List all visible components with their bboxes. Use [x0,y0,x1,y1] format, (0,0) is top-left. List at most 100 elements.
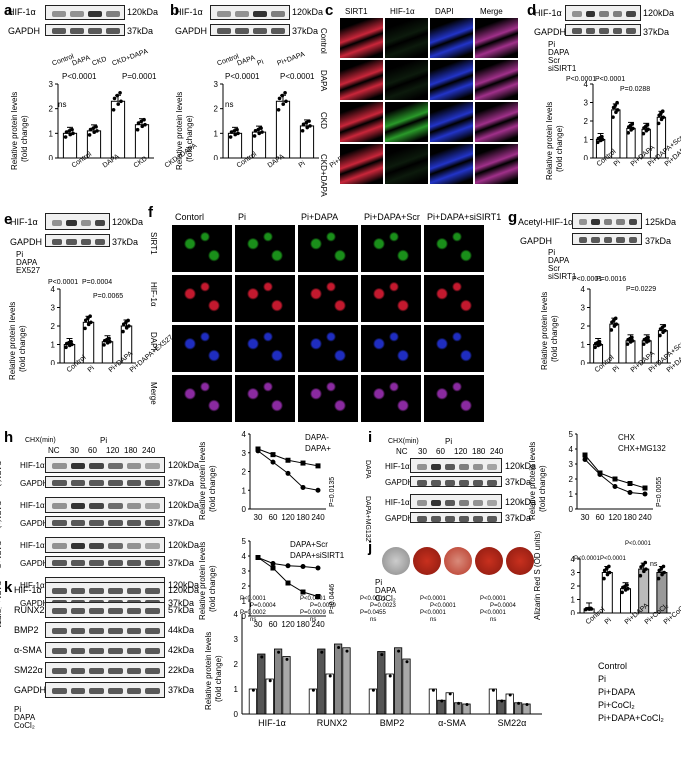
data-point [270,565,276,571]
legend: DAPA+Scr [290,540,328,549]
data-point [623,588,628,592]
bar-HIF-1α-Pi+DAPA [265,678,274,715]
data-point [371,688,375,692]
blot-h-hif-band [126,463,142,469]
data-point [628,340,633,344]
data-point [337,646,341,649]
blot-k-BMP2-band [126,628,142,634]
data-point [64,341,69,346]
blot-e-gapdh-band [66,238,77,245]
chart-a: 0 1 2 3 [49,80,154,160]
row-label: DAPI [149,332,158,351]
if-image [340,18,383,58]
blot-i-hif-band [473,463,483,470]
col-header: SIRT1 [345,7,368,16]
blot-i-gapdh-band [417,479,427,486]
legend: Pi [598,674,607,684]
mw: 37kDa [168,685,195,695]
data-point [236,131,240,136]
data-point [140,124,145,129]
y-tick-label: 0 [242,505,247,514]
if-image [361,375,421,422]
data-point [626,337,630,342]
data-point [136,121,141,125]
blot-i-gapdh-band [473,515,483,522]
row-group-label: DAPA(+) [0,501,2,528]
blot-h-hif-band [70,463,86,469]
data-point [252,134,257,138]
blot-h-hif-band [70,543,86,549]
blot-k-GAPDH [45,682,165,698]
blot-h-gapdh-band [145,480,160,486]
col-header: Pi+DAPA [301,212,339,222]
blot-h-hif-band [89,463,104,469]
data-point [642,337,647,342]
data-point [121,322,126,326]
stat: P=0.0039 [310,603,336,609]
blot-k-RUNX2-band [126,608,142,614]
if-image [385,18,428,58]
y-tick-label: 2 [242,468,247,477]
mw: 37kDa [505,513,532,523]
blot-b-gapdh-band [235,28,249,34]
blot-label: GAPDH [385,514,414,523]
panel-label-c: c [325,2,334,19]
bar-HIF-1α-Pi+CoCl₂ [274,648,283,715]
time-label: 180 [472,447,486,456]
data-point [67,129,72,133]
data-point [71,131,75,136]
data-point [315,487,321,493]
blot-k-RUNX2 [45,602,165,618]
data-point [92,130,97,135]
chart-e: 0 1 2 3 4 [51,285,136,365]
panel-label-b: b [170,2,180,19]
stat: ns [430,617,437,623]
data-point [593,345,597,350]
panel-label-k: k [4,579,13,596]
chart-h1: 0 1 2 3 4 30 60 120 180 240 P=0.0135 [242,430,336,522]
data-point [111,107,116,112]
bar-BMP2-Pi+CoCl₂ [393,647,403,715]
data-point [281,102,286,106]
group-label: Pi+DAPA [276,51,306,68]
col-header: Pi [238,212,247,222]
if-image [172,225,232,272]
chart-j: 0 1 2 3 4 [571,555,671,615]
blot-g-ac-band [603,219,613,225]
chart-d: 0 1 2 3 4 [584,80,669,160]
blot-label: HIF-1α [20,581,45,590]
data-point [405,660,409,664]
data-point [611,115,615,119]
panel-label-a: a [4,2,13,19]
blot-e-gapdh-band [52,238,63,245]
blot-label: HIF-1α [20,461,45,470]
y-tick-label: 2 [571,582,576,591]
y-tick-label: 5 [569,430,574,439]
blot-k-GAPDH-band [89,688,104,694]
treatment-label: Pi [375,578,383,587]
data-point [500,699,504,703]
blot-g-gapdh-band [579,237,588,243]
treatment-label: Scr [548,264,560,273]
row-label: CKD+DAPA [319,154,328,197]
blot-g-ac [572,213,642,229]
data-point [277,650,281,654]
blot-i-gapdh-band [459,479,469,486]
data-point [614,110,618,115]
blot-i-hif [410,458,502,473]
data-point [88,127,93,132]
blot-h-hif-band [52,543,67,549]
well-image [444,547,472,575]
row-label: CKD [319,112,328,129]
blot-i-hif-band [445,463,455,470]
data-point [233,132,238,137]
row-group-label: DAPA+MG132 [364,496,371,542]
mw: 120kDa [505,497,537,507]
x-tick-label: 30 [254,513,263,522]
y-tick-label: 0 [51,359,56,365]
data-point [260,130,264,134]
row-label: Control [319,28,328,54]
blot-g-ac-band [616,219,625,225]
stat: P<0.0001 [280,72,315,81]
data-point [657,568,662,573]
